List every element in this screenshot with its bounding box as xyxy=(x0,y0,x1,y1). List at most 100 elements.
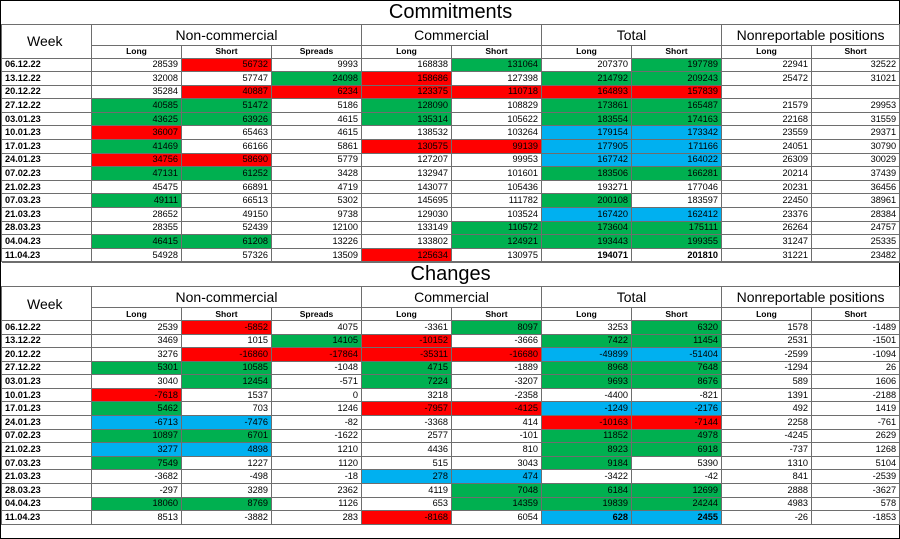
value-cell-nc-long: 28652 xyxy=(91,207,182,222)
week-date-cell: 07.02.23 xyxy=(1,428,92,444)
value-cell-c-short: 99953 xyxy=(451,152,542,168)
value-cell-t-short: 166281 xyxy=(631,166,722,181)
value-cell-nr-long: 22941 xyxy=(721,57,812,73)
table-row: 06.12.22 28539 56732 9993 168838 131064 207370… xyxy=(1,57,900,73)
value-cell-c-short: 131064 xyxy=(451,57,542,73)
value-cell-nc-short: 1227 xyxy=(181,455,272,471)
value-cell-t-long: 3253 xyxy=(541,319,632,335)
value-cell-nr-short: 30790 xyxy=(810,139,900,154)
table-row: 17.01.23 41469 66166 5861 130575 99139 177905 1… xyxy=(1,139,900,154)
table-row: 21.03.23 -3682 -498 -18 278 474 -3422 -42 841 -25… xyxy=(1,469,900,485)
value-cell-nc-long: 46415 xyxy=(91,234,182,249)
column-header: Long xyxy=(721,307,812,321)
value-cell-nr-short: -1489 xyxy=(810,319,900,335)
value-cell-c-long: 123375 xyxy=(361,84,452,100)
value-cell-c-long: -3368 xyxy=(361,415,452,430)
value-cell-nc-long: 2539 xyxy=(91,319,182,335)
value-cell-c-long: 3218 xyxy=(361,387,452,403)
value-cell-nr-long: 1578 xyxy=(721,319,812,335)
value-cell-nr-long: -4245 xyxy=(721,428,812,444)
table-row: 11.04.23 54928 57326 13509 125634 130975 19407… xyxy=(1,247,900,263)
value-cell-c-short: 105622 xyxy=(451,111,542,127)
week-date-cell: 03.01.23 xyxy=(1,111,92,127)
column-header: Long xyxy=(541,307,632,321)
value-cell-t-short: 171166 xyxy=(631,139,722,154)
column-header: Long xyxy=(721,45,812,59)
value-cell-c-short: 108829 xyxy=(451,98,542,113)
value-cell-c-long: 2577 xyxy=(361,428,452,444)
value-cell-t-long: 8968 xyxy=(541,360,632,376)
column-header: Short xyxy=(451,307,542,321)
value-cell-c-short: -3207 xyxy=(451,374,542,389)
value-cell-c-short: 3043 xyxy=(451,455,542,471)
value-cell-nc-short: 61208 xyxy=(181,234,272,249)
value-cell-nc-short: 56732 xyxy=(181,57,272,73)
value-cell-c-short: 6054 xyxy=(451,510,542,525)
value-cell-c-short: 103524 xyxy=(451,207,542,222)
value-cell-c-short: 130975 xyxy=(451,247,542,263)
value-cell-nc-long: 41469 xyxy=(91,139,182,154)
week-date-cell: 11.04.23 xyxy=(1,510,92,525)
value-cell-nr-long: 26264 xyxy=(721,220,812,236)
week-date-cell: 06.12.22 xyxy=(1,57,92,73)
value-cell-nc-long: 8513 xyxy=(91,510,182,525)
value-cell-nc-short: 63926 xyxy=(181,111,272,127)
table-row: 17.01.23 5462 703 1246 -7957 -4125 -1249 -2176 4… xyxy=(1,401,900,417)
value-cell-c-long: -10152 xyxy=(361,333,452,349)
column-header: Spreads xyxy=(271,307,362,321)
value-cell-nr-short: 32522 xyxy=(810,57,900,73)
value-cell-nr-short: 37439 xyxy=(810,166,900,181)
value-cell-t-long: 628 xyxy=(541,510,632,525)
value-cell-spreads: -1622 xyxy=(271,428,362,444)
value-cell-t-short: 8676 xyxy=(631,374,722,389)
value-cell-c-long: 125634 xyxy=(361,247,452,263)
value-cell-spreads: -571 xyxy=(271,374,362,389)
value-cell-t-long: 9184 xyxy=(541,455,632,471)
value-cell-nc-short: 66891 xyxy=(181,179,272,195)
value-cell-nr-short: 1268 xyxy=(810,442,900,457)
value-cell-c-short: 111782 xyxy=(451,193,542,209)
value-cell-nc-short: 61252 xyxy=(181,166,272,181)
value-cell-t-short: -51404 xyxy=(631,347,722,362)
value-cell-t-short: 162412 xyxy=(631,207,722,222)
table-row: 07.02.23 10897 6701 -1622 2577 -101 11852 4978-… xyxy=(1,428,900,444)
week-date-cell: 13.12.22 xyxy=(1,71,92,86)
table-row: 27.12.22 5301 10585 -1048 4715 -1889 8968 7648-… xyxy=(1,360,900,376)
value-cell-nc-long: 3469 xyxy=(91,333,182,349)
value-cell-spreads: 5302 xyxy=(271,193,362,209)
value-cell-spreads: 5861 xyxy=(271,139,362,154)
value-cell-t-long: -4400 xyxy=(541,387,632,403)
table-row: 13.12.22 32008 57747 24098 158686 127398 21479… xyxy=(1,71,900,86)
value-cell-t-long: -3422 xyxy=(541,469,632,485)
value-cell-nr-long: 31247 xyxy=(721,234,812,249)
value-cell-c-long: 128090 xyxy=(361,98,452,113)
value-cell-nr-long: 2258 xyxy=(721,415,812,430)
value-cell-nc-short: 58690 xyxy=(181,152,272,168)
value-cell-spreads: 24098 xyxy=(271,71,362,86)
value-cell-nr-short: 28384 xyxy=(810,207,900,222)
column-header: Short xyxy=(631,45,722,59)
value-cell-nr-short: 38961 xyxy=(810,193,900,209)
value-cell-spreads: 4719 xyxy=(271,179,362,195)
week-date-cell: 21.02.23 xyxy=(1,179,92,195)
value-cell-spreads: 1210 xyxy=(271,442,362,457)
table-row: 21.03.23 28652 49150 9738 129030 103524 167420… xyxy=(1,207,900,222)
table-row: 24.01.23 -6713 -7476 -82 -3368 414 -10163 -7144… xyxy=(1,415,900,430)
table-row: 24.01.23 34756 58690 5779 127207 99953 167742 1… xyxy=(1,152,900,168)
table-row: 20.12.22 3276 -16860 -17864 -35311 -16680 -498… xyxy=(1,347,900,362)
value-cell-nr-short: 29371 xyxy=(810,125,900,141)
week-date-cell: 07.03.23 xyxy=(1,193,92,209)
table-row: 04.04.23 18060 8769 1126 653 14359 19839 24244 4… xyxy=(1,496,900,512)
table-row: 11.04.23 8513 -3882 283 -8168 6054 628 2455 -26-… xyxy=(1,510,900,525)
value-cell-nr-long: 1310 xyxy=(721,455,812,471)
value-cell-spreads: 2362 xyxy=(271,483,362,498)
value-cell-nc-short: -498 xyxy=(181,469,272,485)
value-cell-c-long: 168838 xyxy=(361,57,452,73)
value-cell-nr-short: 26 xyxy=(810,360,900,376)
value-cell-spreads: -17864 xyxy=(271,347,362,362)
value-cell-spreads: 4075 xyxy=(271,319,362,335)
value-cell-t-long: 173604 xyxy=(541,220,632,236)
value-cell-t-short: 164022 xyxy=(631,152,722,168)
changes-group-nonreportable: Nonreportable positions xyxy=(720,286,900,309)
